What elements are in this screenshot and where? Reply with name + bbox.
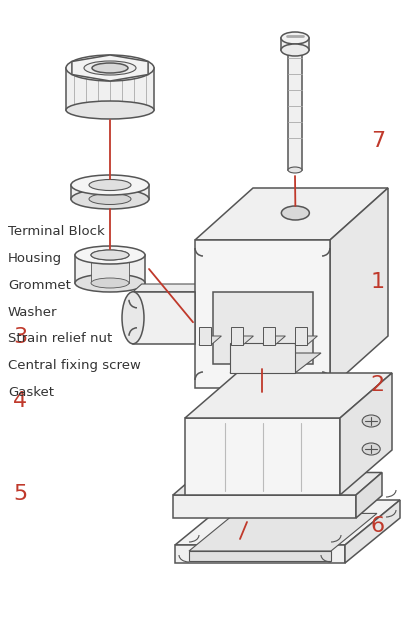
Ellipse shape bbox=[91, 250, 129, 260]
Text: 5: 5 bbox=[13, 484, 27, 505]
Polygon shape bbox=[344, 500, 399, 563]
Ellipse shape bbox=[71, 189, 149, 209]
Polygon shape bbox=[66, 68, 154, 110]
Ellipse shape bbox=[91, 278, 129, 288]
Ellipse shape bbox=[89, 193, 131, 205]
Text: Central fixing screw: Central fixing screw bbox=[8, 360, 141, 372]
Text: 3: 3 bbox=[13, 327, 27, 347]
Polygon shape bbox=[72, 55, 148, 81]
Polygon shape bbox=[188, 551, 330, 561]
Polygon shape bbox=[294, 336, 317, 345]
Ellipse shape bbox=[91, 250, 129, 260]
Polygon shape bbox=[329, 188, 387, 388]
Ellipse shape bbox=[89, 180, 131, 191]
Text: Terminal Block: Terminal Block bbox=[8, 225, 105, 238]
Ellipse shape bbox=[75, 274, 145, 292]
Polygon shape bbox=[174, 545, 344, 563]
Text: Gasket: Gasket bbox=[8, 386, 54, 399]
Polygon shape bbox=[262, 336, 285, 345]
Polygon shape bbox=[71, 185, 149, 199]
Polygon shape bbox=[174, 500, 399, 545]
Text: Strain relief nut: Strain relief nut bbox=[8, 333, 112, 345]
Polygon shape bbox=[194, 240, 329, 388]
Ellipse shape bbox=[122, 292, 144, 344]
Ellipse shape bbox=[66, 55, 154, 81]
Polygon shape bbox=[198, 327, 211, 345]
Polygon shape bbox=[198, 336, 221, 345]
Text: 7: 7 bbox=[370, 131, 384, 152]
Polygon shape bbox=[133, 284, 203, 292]
Ellipse shape bbox=[361, 443, 379, 455]
Ellipse shape bbox=[361, 415, 379, 427]
Polygon shape bbox=[194, 188, 387, 240]
Polygon shape bbox=[172, 473, 381, 495]
Polygon shape bbox=[75, 255, 145, 283]
Polygon shape bbox=[184, 418, 339, 495]
Text: 1: 1 bbox=[370, 272, 384, 293]
Polygon shape bbox=[229, 343, 294, 373]
Text: 4: 4 bbox=[13, 391, 27, 412]
Polygon shape bbox=[294, 327, 306, 345]
Text: Washer: Washer bbox=[8, 306, 57, 318]
Ellipse shape bbox=[84, 61, 136, 75]
Polygon shape bbox=[355, 473, 381, 518]
Ellipse shape bbox=[281, 206, 309, 220]
Polygon shape bbox=[231, 327, 242, 345]
Polygon shape bbox=[133, 292, 194, 344]
Polygon shape bbox=[339, 373, 391, 495]
Polygon shape bbox=[188, 514, 376, 551]
Text: 6: 6 bbox=[370, 516, 384, 537]
Ellipse shape bbox=[66, 101, 154, 119]
Ellipse shape bbox=[287, 167, 301, 173]
Polygon shape bbox=[231, 336, 253, 345]
Ellipse shape bbox=[280, 32, 308, 44]
Polygon shape bbox=[262, 327, 274, 345]
Polygon shape bbox=[280, 38, 308, 50]
Text: Grommet: Grommet bbox=[8, 279, 71, 291]
Polygon shape bbox=[287, 50, 301, 170]
Ellipse shape bbox=[280, 44, 308, 56]
Ellipse shape bbox=[71, 175, 149, 195]
Ellipse shape bbox=[92, 63, 128, 73]
Polygon shape bbox=[91, 255, 129, 283]
Polygon shape bbox=[229, 353, 320, 373]
Text: 2: 2 bbox=[370, 375, 384, 395]
Polygon shape bbox=[172, 495, 355, 518]
Text: Housing: Housing bbox=[8, 252, 62, 265]
Ellipse shape bbox=[75, 246, 145, 264]
Polygon shape bbox=[213, 292, 312, 364]
Polygon shape bbox=[184, 373, 391, 418]
Polygon shape bbox=[89, 185, 131, 199]
